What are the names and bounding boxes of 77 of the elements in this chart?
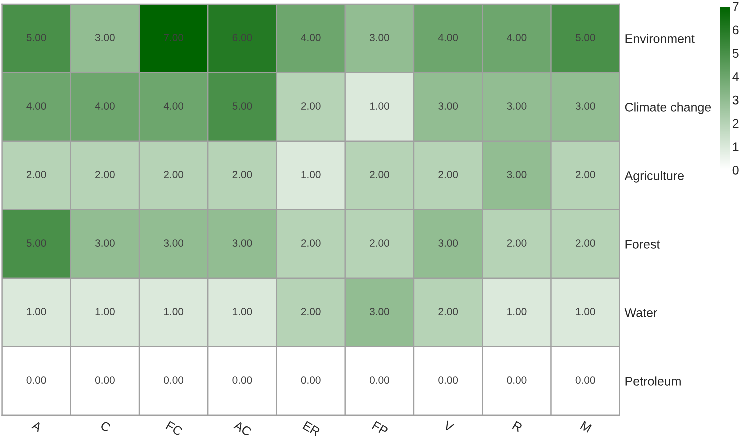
data-label: 2.00 [438, 171, 458, 178]
x-tick-label: R [512, 421, 524, 432]
data-label: 7.00 [164, 34, 184, 42]
x-tick-label: C [100, 420, 112, 433]
data-label: 3.00 [438, 240, 458, 247]
color-bar-label: 5 [732, 49, 739, 58]
data-label: 1.00 [576, 308, 596, 316]
y-tick-label: Agriculture [624, 171, 684, 183]
data-label: 4.00 [164, 102, 184, 110]
y-tick-label: Climate change [625, 102, 712, 114]
data-label: 3.00 [438, 102, 458, 110]
data-label: 1.00 [508, 308, 527, 316]
data-label: 4.00 [26, 102, 46, 110]
color-bar-label: 2 [732, 119, 739, 128]
data-label: 4.00 [301, 34, 321, 42]
color-bar-label: 3 [732, 96, 739, 105]
data-label: 2.00 [576, 171, 596, 178]
color-bar-label: 7 [733, 2, 739, 12]
y-tick-label: Environment [626, 34, 695, 44]
x-tick-label: A [31, 420, 43, 432]
data-label: 3.00 [95, 34, 115, 42]
data-label: 4.00 [438, 34, 458, 42]
data-label: 1.00 [96, 308, 115, 316]
data-label: 3.00 [507, 171, 527, 178]
data-label: 3.00 [370, 308, 390, 316]
data-label: 5.00 [232, 102, 252, 110]
x-tick-label: FC [166, 421, 184, 436]
data-label: 0.00 [438, 376, 458, 384]
y-tick-label: Water [624, 308, 658, 318]
color-bar-label: 1 [733, 142, 739, 152]
data-label: 3.00 [370, 34, 390, 42]
x-tick-label: ER [302, 421, 321, 437]
data-label: 2.00 [232, 171, 252, 178]
data-label: 2.00 [438, 308, 458, 316]
y-tick-label: Forest [626, 240, 660, 249]
data-label: 6.00 [232, 34, 252, 42]
data-label: 3.00 [95, 240, 115, 247]
data-label: 0.00 [95, 376, 115, 384]
data-label: 2.00 [370, 240, 390, 247]
x-tick-label: M [580, 421, 592, 433]
data-label: 3.00 [164, 240, 184, 247]
data-label: 1.00 [370, 102, 390, 110]
color-bar-label: 0 [732, 166, 739, 175]
data-label: 1.00 [164, 308, 184, 316]
data-label: 0.00 [370, 376, 390, 384]
data-label: 2.00 [576, 240, 596, 247]
data-label: 4.00 [95, 102, 115, 110]
data-label: 2.00 [96, 171, 115, 178]
x-tick-label: AC [233, 420, 252, 437]
data-label: 1.00 [233, 308, 252, 316]
data-label: 2.00 [370, 171, 390, 178]
x-tick-label: V [443, 420, 455, 432]
data-label: 0.00 [301, 376, 321, 384]
data-label: 5.00 [576, 34, 596, 42]
data-label: 2.00 [301, 308, 321, 316]
data-label: 2.00 [507, 240, 527, 247]
data-label: 5.00 [26, 34, 46, 42]
data-label: 2.00 [301, 240, 321, 247]
data-label: 1.00 [27, 308, 46, 316]
data-label: 0.00 [232, 376, 252, 384]
data-label: 2.00 [26, 171, 46, 178]
data-label: 0.00 [507, 376, 527, 384]
data-label: 0.00 [164, 376, 184, 384]
data-label: 3.00 [232, 240, 252, 247]
data-label: 5.00 [26, 240, 46, 247]
data-label: 0.00 [576, 376, 596, 384]
data-label: 4.00 [507, 34, 527, 42]
y-tick-label: Petroleum [626, 376, 681, 386]
color-bar-label: 6 [733, 26, 739, 35]
data-label: 1.00 [302, 171, 321, 178]
data-label: 3.00 [507, 102, 527, 110]
data-label: 2.00 [301, 102, 321, 110]
x-tick-label: FP [372, 421, 389, 436]
color-bar-label: 4 [732, 72, 739, 82]
data-label: 2.00 [164, 171, 184, 178]
data-label: 0.00 [26, 376, 46, 384]
data-label: 3.00 [576, 102, 596, 110]
